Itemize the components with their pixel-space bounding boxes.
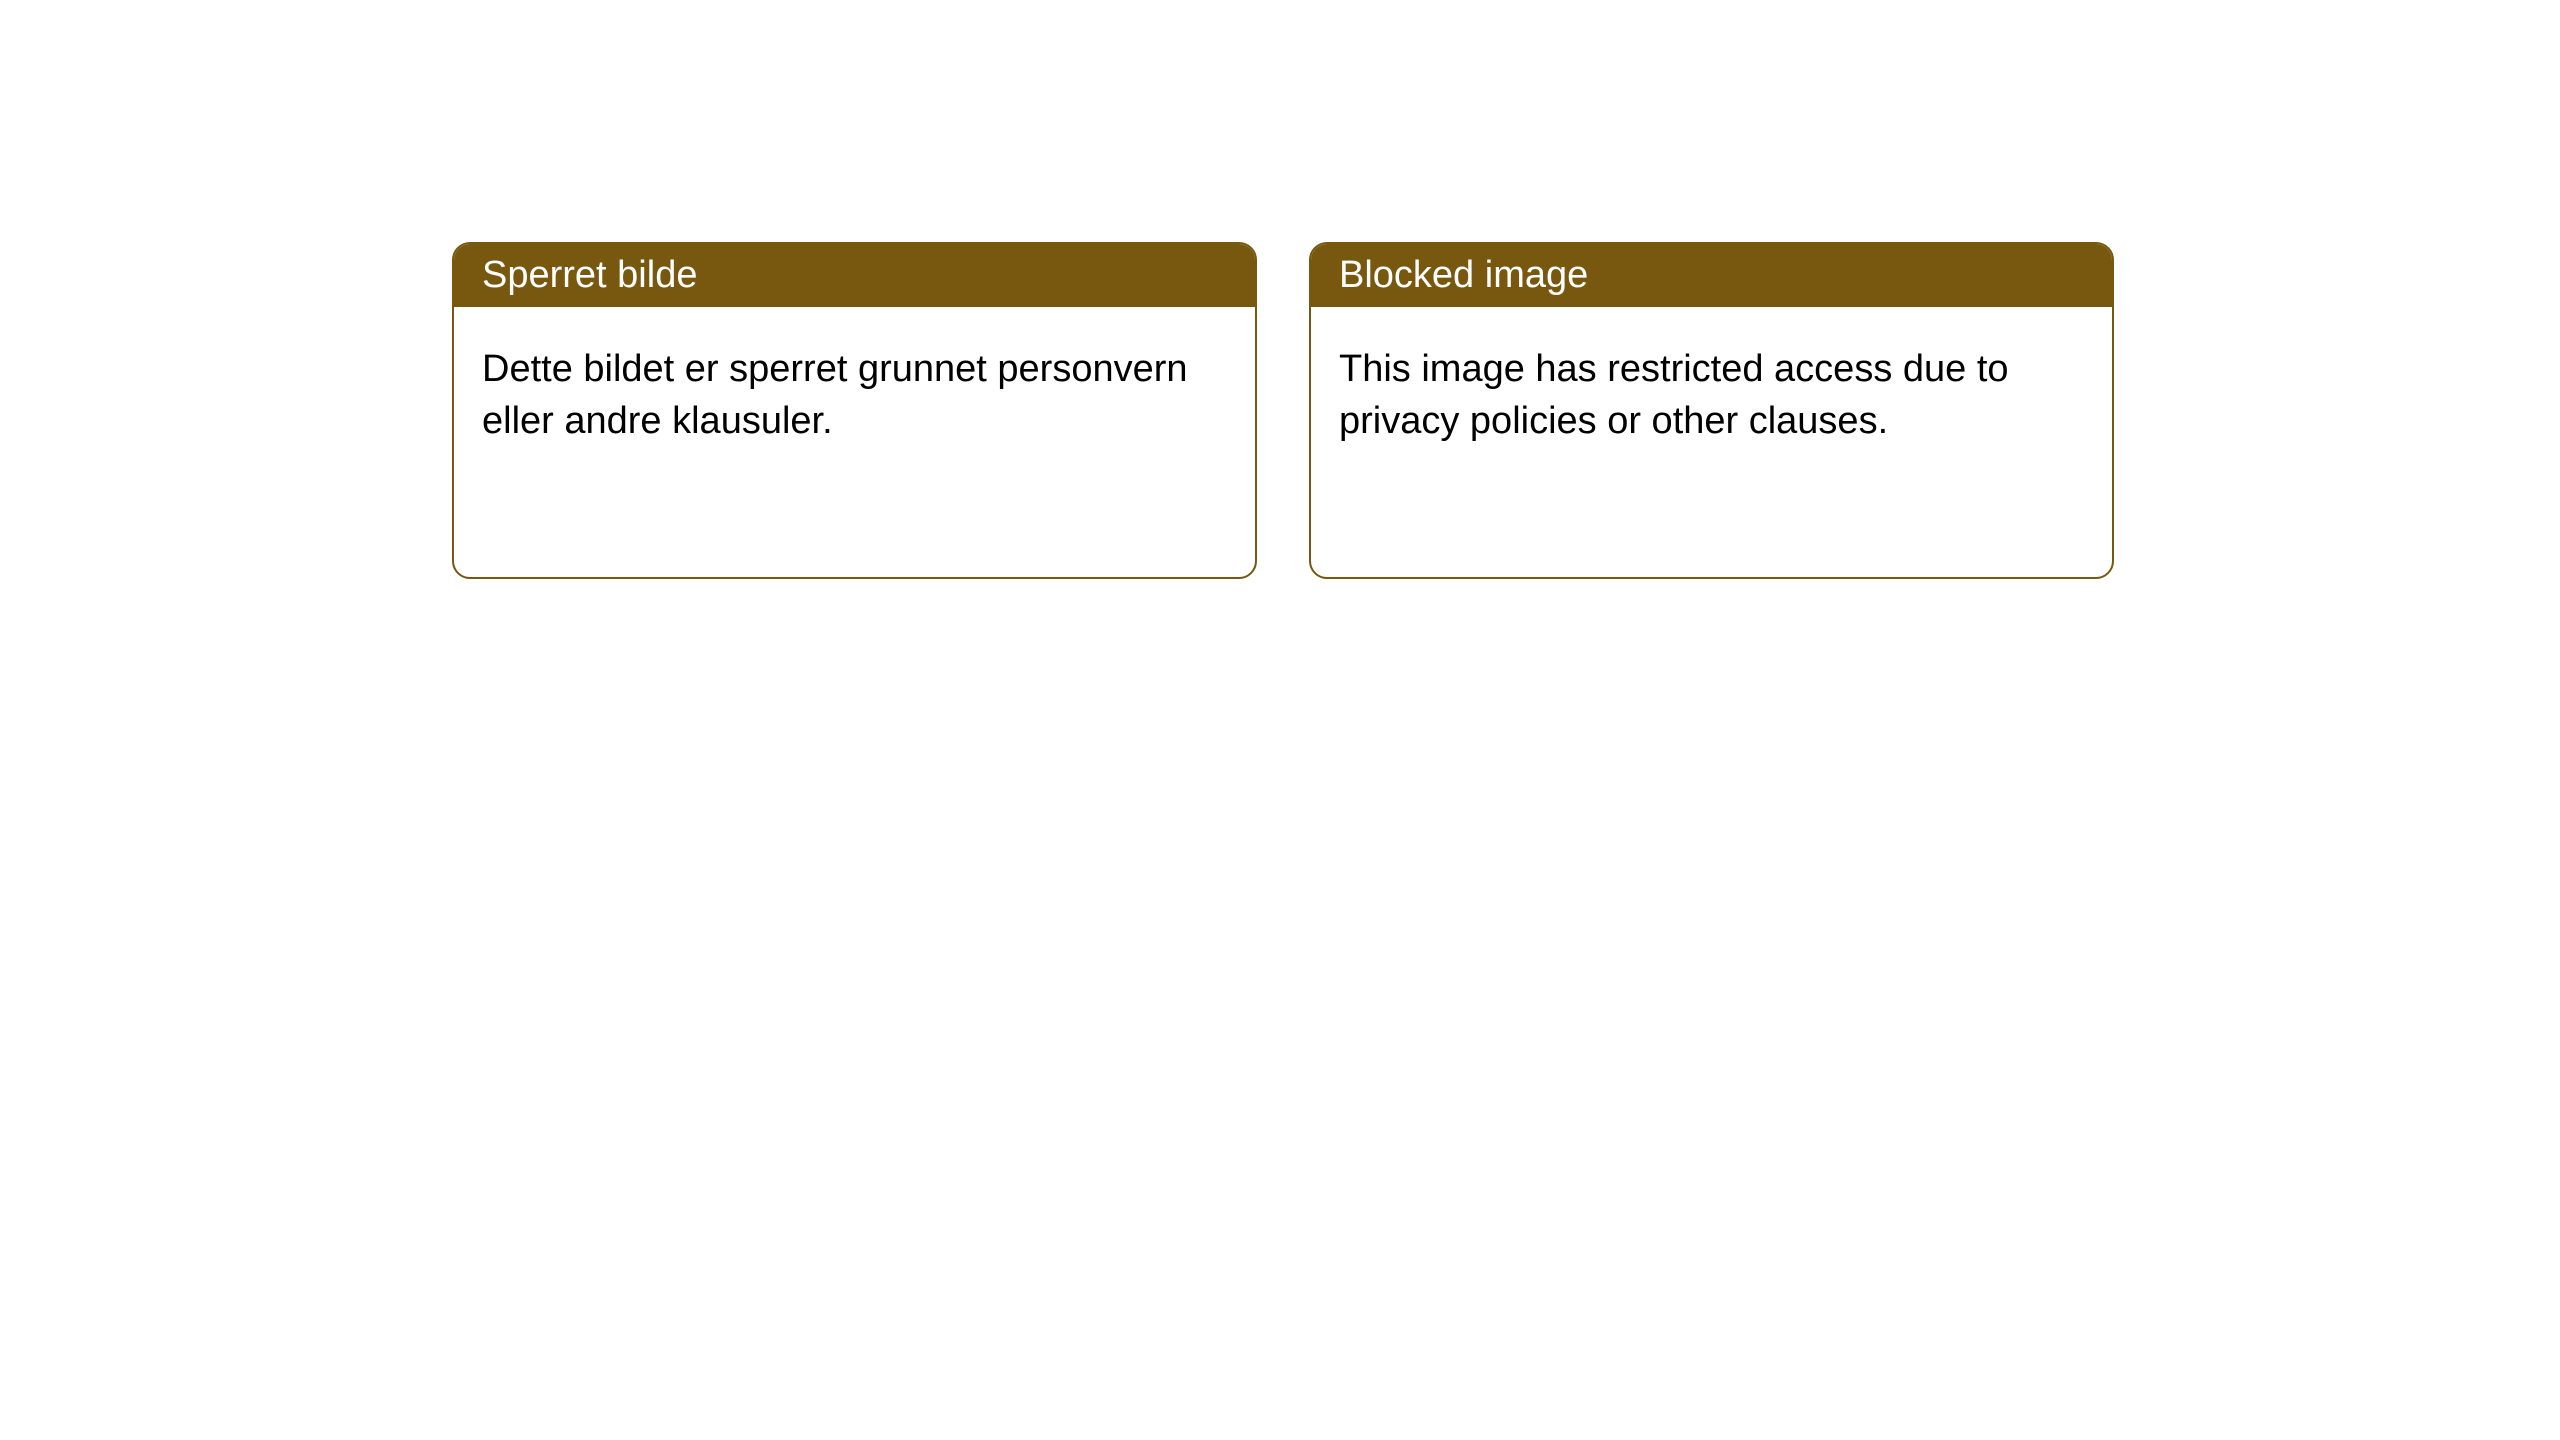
card-body: Dette bildet er sperret grunnet personve… [454, 307, 1255, 577]
card-body-text: Dette bildet er sperret grunnet personve… [482, 348, 1188, 442]
card-header: Blocked image [1311, 244, 2112, 307]
card-header: Sperret bilde [454, 244, 1255, 307]
notice-card-norwegian: Sperret bilde Dette bildet er sperret gr… [452, 242, 1257, 579]
card-title: Blocked image [1339, 254, 1588, 296]
notice-cards-container: Sperret bilde Dette bildet er sperret gr… [0, 0, 2560, 579]
notice-card-english: Blocked image This image has restricted … [1309, 242, 2114, 579]
card-title: Sperret bilde [482, 254, 697, 296]
card-body: This image has restricted access due to … [1311, 307, 2112, 577]
card-body-text: This image has restricted access due to … [1339, 348, 2009, 442]
